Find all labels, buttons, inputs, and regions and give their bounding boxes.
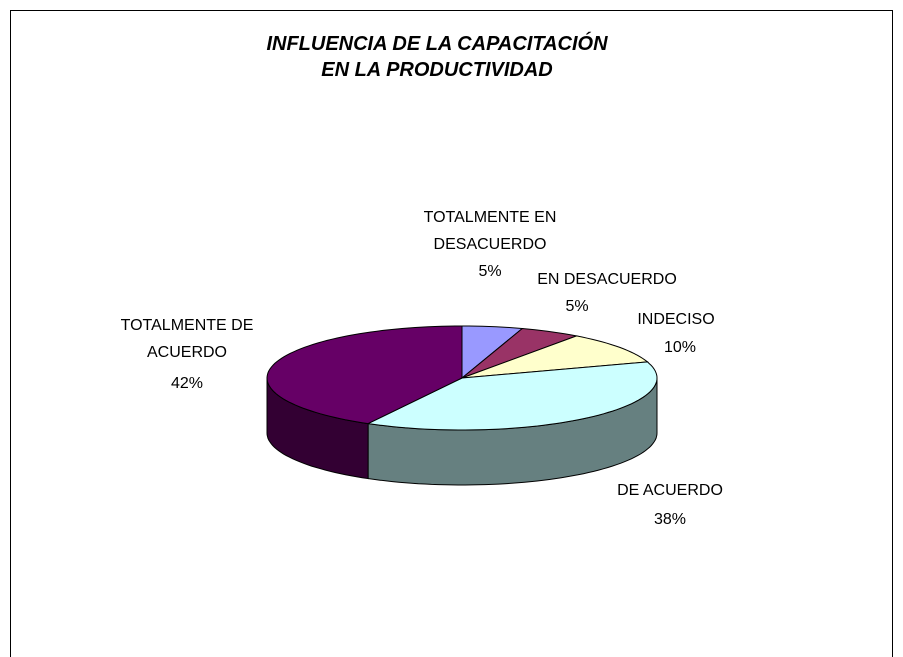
- pie-slice: [266, 325, 463, 425]
- pie-slice: [461, 327, 579, 379]
- slice-label: EN DESACUERDO: [537, 271, 677, 288]
- slice-label: TOTALMENTE DE ACUERDO: [121, 317, 254, 361]
- slice-label: INDECISO: [637, 311, 714, 328]
- pie-slice: [461, 335, 649, 379]
- chart-title: INFLUENCIA DE LA CAPACITACIÓN EN LA PRODU…: [266, 31, 608, 81]
- slice-value-label: 5%: [565, 298, 588, 315]
- pie-slice: [366, 361, 658, 431]
- slice-value-label: 42%: [171, 375, 203, 392]
- slice-label: TOTALMENTE EN DESACUERDO: [424, 209, 557, 253]
- slice-label: DE ACUERDO: [617, 482, 723, 499]
- slice-value-label: 38%: [654, 511, 686, 528]
- slice-value-label: 10%: [664, 339, 696, 356]
- slice-value-label: 5%: [478, 263, 501, 280]
